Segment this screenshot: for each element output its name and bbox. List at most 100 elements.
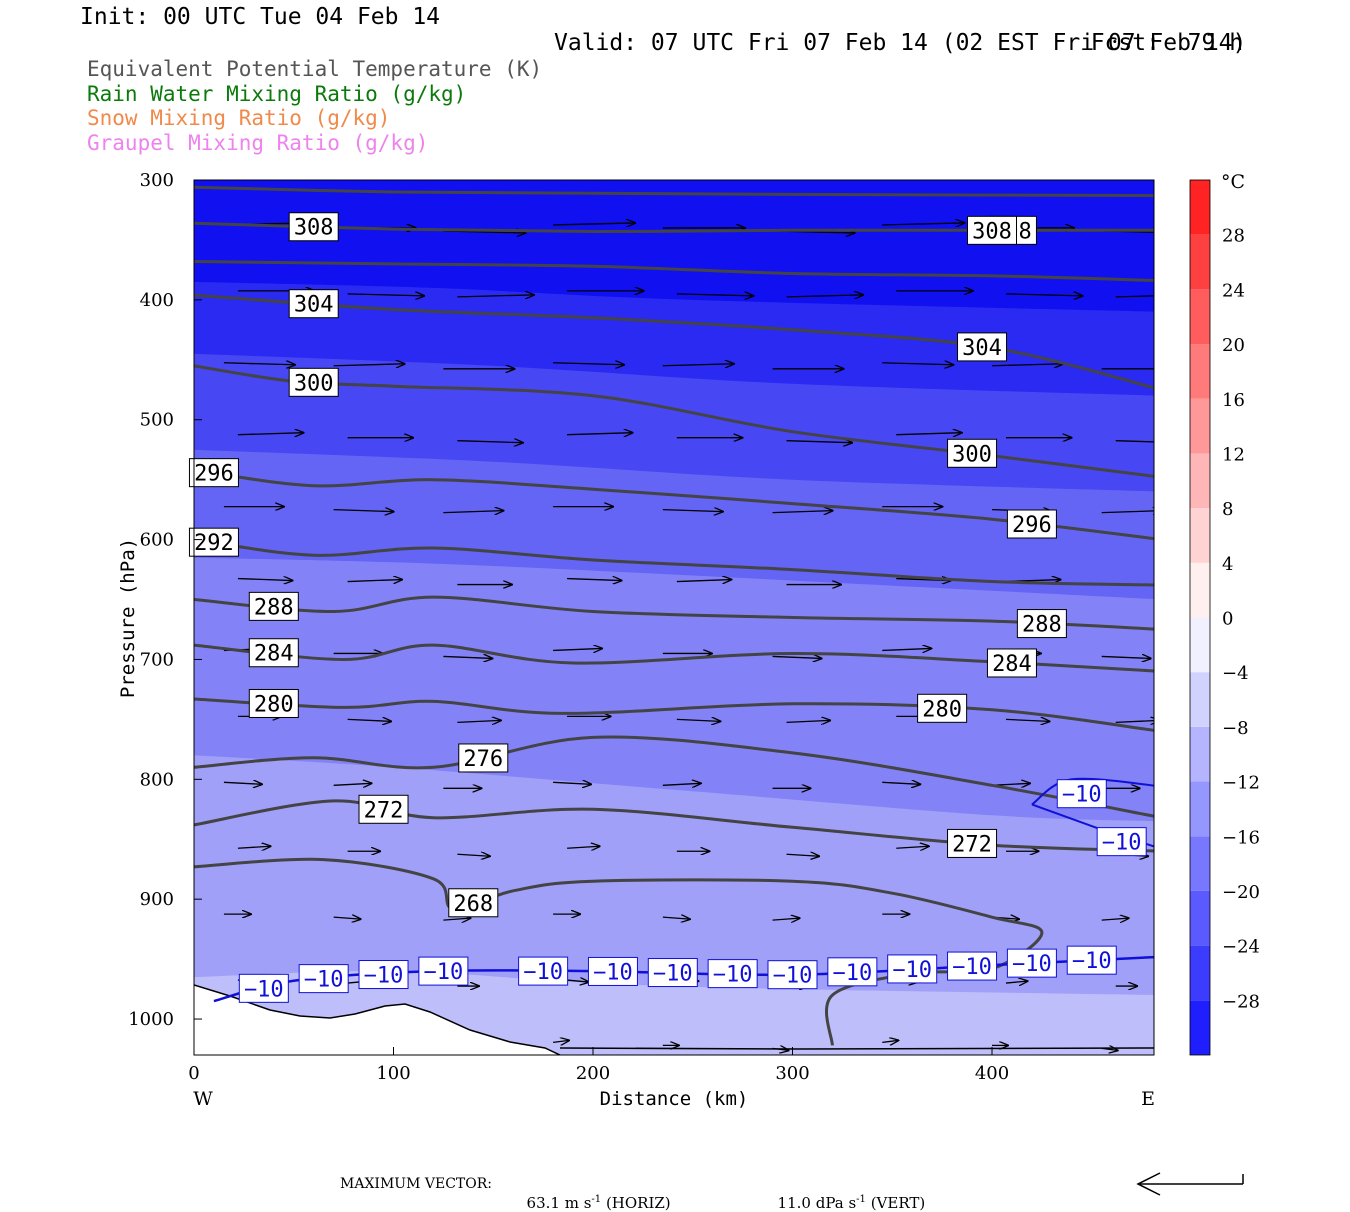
contour-label-284: 284 [986,648,1037,678]
isotherm-label-east-text: −10 [1102,831,1142,856]
wind-vector [333,917,361,919]
isotherm-label-text: −10 [773,964,813,989]
y-tick-label: 800 [140,769,174,790]
colorbar-segment [1190,726,1210,782]
isotherm-label-box [887,954,938,984]
isotherm-label-text: −10 [244,977,284,1002]
x-tick-label: 200 [576,1063,610,1084]
contour-label-272-text: 272 [364,798,404,823]
terrain [194,984,1154,1055]
wind-vector [347,719,392,721]
isotherm-label-text: −10 [424,960,464,985]
colorbar-segment [1190,289,1210,345]
wind-vector [991,364,1063,366]
contour-label-304: 304 [288,289,339,319]
plot-frame [193,179,1155,1056]
y-tick-label: 700 [140,649,174,670]
colorbar-segment [1190,180,1210,235]
colorbar-segment [1190,836,1210,891]
contour-label-300: 300 [288,367,339,397]
wind-vector [237,579,292,581]
wind-vector [457,854,490,856]
vert-value: 11.0 dPa s [777,1194,857,1212]
isotherm-label-east-box [1056,779,1107,809]
colorbar-label: 0 [1222,609,1233,630]
contour-label-300-text: 300 [294,371,334,396]
wind-vector [772,918,800,920]
contour-label-288: 288 [1016,609,1067,639]
wind-vector [553,363,624,365]
isotherm-label: −10 [1066,945,1117,975]
isotherm-label: −10 [767,960,818,990]
theta-e-contour-276 [194,735,1154,818]
x-label-west: W [193,1088,213,1110]
wind-vector [567,579,622,581]
wind-vector [786,720,831,722]
isotherm-label-east-text: −10 [1062,783,1102,808]
y-tick-label: 900 [140,889,174,910]
reference-vector-arrow [1136,1172,1244,1196]
legend-snow: Snow Mixing Ratio (g/kg) [87,106,391,130]
colorbar-label: 24 [1222,280,1245,301]
wind-vector [676,294,754,296]
contour-label-280: 280 [248,688,299,718]
contour-label-272: 272 [358,794,409,824]
wind-vector [662,364,734,366]
colorbar-label: −8 [1222,718,1249,739]
isotherm-label-box [587,956,638,986]
wind-vector [1005,294,1083,296]
wind-vector [347,580,403,582]
contour-label-288: 288 [248,591,299,621]
wind-vector [237,846,270,848]
x-tick-label: 100 [376,1063,410,1084]
x-tick-label: 300 [775,1063,809,1084]
isotherm-label-text: −10 [304,968,344,993]
legend-rain: Rain Water Mixing Ratio (g/kg) [87,82,467,106]
wind-vector [1005,719,1050,721]
wind-vector [553,223,635,225]
x-tick-label: 0 [188,1063,199,1084]
wind-vector [223,782,262,784]
contour-label-280: 280 [917,693,968,723]
contour-label-304-text: 304 [962,336,1002,361]
wind-vector [553,1040,569,1042]
colorbar-segment [1190,1000,1210,1055]
contour-label-296: 296 [188,458,239,488]
wind-vector [553,648,602,650]
horiz-value: 63.1 m s [526,1194,592,1212]
contour-label-300: 300 [947,438,998,468]
wind-vector [662,510,723,512]
contour-label-292-box [188,527,239,557]
contour-label-280-box [917,693,968,723]
isotherm-label: −10 [238,973,289,1003]
y-axis-title: Pressure (hPa) [117,538,139,698]
contour-label-300-box [288,367,339,397]
colorbar-label: 8 [1222,499,1233,520]
wind-vector [223,363,295,365]
isotherm-label-box [1066,945,1117,975]
wind-vector [662,783,701,785]
wind-vector [882,782,920,784]
contour-label-284: 284 [248,638,299,668]
colorbar-label: −24 [1222,937,1260,958]
contour-label-296-text: 296 [1012,513,1052,538]
wind-vector [347,294,425,296]
wind-vector [662,917,690,919]
contour-label-296-box [188,458,239,488]
max-vector-label: MAXIMUM VECTOR: [340,1176,492,1192]
wind-vector [333,510,394,512]
contour-label-268-box [448,888,499,918]
contour-label-296-box [1006,509,1057,539]
theta-e-contour-288 [194,595,1154,631]
isotherm-label-text: −10 [1072,949,1112,974]
colorbar-frame [1189,179,1211,1056]
isotherm-label-text: −10 [952,955,992,980]
y-tick-label: 300 [140,170,174,191]
colorbar-segment [1190,453,1210,509]
wind-vector [443,918,470,920]
x-tick-label: 400 [975,1063,1009,1084]
y-tick-label: 500 [140,410,174,431]
isotherm-label-box [418,956,469,986]
valid-time: Valid: 07 UTC Fri 07 Feb 14 (02 EST Fri … [554,30,1247,56]
wind-vector [457,720,501,722]
